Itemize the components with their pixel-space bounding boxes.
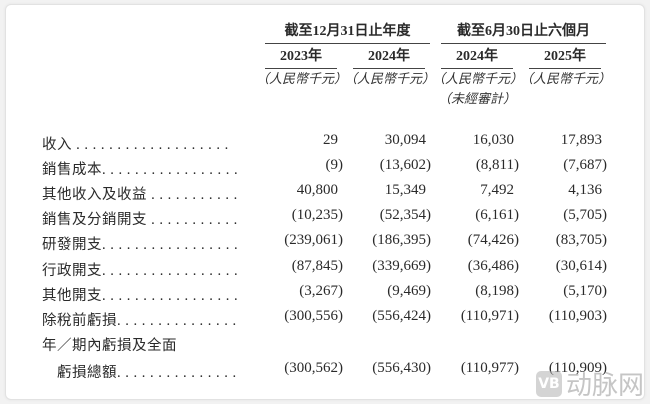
unit-label: （人民幣千元） bbox=[432, 71, 524, 86]
table-cell: (9,469) bbox=[387, 283, 431, 299]
table-cell: (110,909) bbox=[548, 360, 607, 376]
table-cell: (300,556) bbox=[284, 308, 343, 324]
table-cell: (74,426) bbox=[467, 232, 519, 248]
table-cell: 30,094 bbox=[384, 132, 426, 148]
table-cell: (300,562) bbox=[284, 360, 343, 376]
table-cell: (8,811) bbox=[475, 157, 519, 173]
table-cell: 17,893 bbox=[560, 132, 602, 148]
group-header-annual: 截至12月31日止年度 bbox=[265, 20, 430, 44]
table-cell: 29 bbox=[323, 132, 338, 148]
row-label: 收入 . . . . . . . . . . . . . . . . . . . bbox=[42, 137, 229, 153]
row-label: 年／期內虧損及全面 bbox=[42, 338, 177, 354]
row-label: 其他開支. . . . . . . . . . . . . . . . . bbox=[42, 288, 239, 304]
row-label: 銷售成本. . . . . . . . . . . . . . . . . bbox=[42, 162, 239, 178]
table-cell: (556,424) bbox=[372, 308, 431, 324]
unit-label: （人民幣千元） bbox=[344, 71, 436, 86]
table-cell: 7,492 bbox=[480, 182, 514, 198]
table-cell: (5,705) bbox=[563, 207, 607, 223]
row-label: 其他收入及收益 . . . . . . . . . . . bbox=[42, 187, 238, 203]
table-cell: 40,800 bbox=[296, 182, 338, 198]
watermark-logo-icon: VB bbox=[535, 370, 562, 397]
table-cell: 4,136 bbox=[568, 182, 602, 198]
year-header-2024-h1: 2024年 bbox=[441, 45, 513, 69]
table-cell: (110,971) bbox=[460, 308, 519, 324]
table-cell: (3,267) bbox=[299, 283, 343, 299]
table-cell: (339,669) bbox=[372, 258, 431, 274]
watermark-text: 动脉网 bbox=[565, 371, 644, 401]
table-cell: 15,349 bbox=[384, 182, 426, 198]
row-label: 虧損總額. . . . . . . . . . . . . . . bbox=[42, 365, 237, 381]
watermark: VB 动脉网 bbox=[535, 365, 644, 402]
table-cell: (52,354) bbox=[379, 207, 431, 223]
table-cell: 16,030 bbox=[472, 132, 514, 148]
table-cell: (239,061) bbox=[284, 232, 343, 248]
financial-table-card bbox=[5, 4, 645, 400]
unaudited-label: （未經審計） bbox=[437, 91, 516, 106]
unit-label: （人民幣千元） bbox=[520, 71, 612, 86]
table-cell: (7,687) bbox=[563, 157, 607, 173]
unit-label: （人民幣千元） bbox=[256, 71, 348, 86]
year-header-2023: 2023年 bbox=[265, 45, 337, 69]
row-label: 研發開支. . . . . . . . . . . . . . . . . bbox=[42, 237, 239, 253]
row-label: 銷售及分銷開支 . . . . . . . . . . . bbox=[42, 212, 238, 228]
table-cell: (5,170) bbox=[563, 283, 607, 299]
table-cell: (36,486) bbox=[467, 258, 519, 274]
table-cell: (556,430) bbox=[372, 360, 431, 376]
table-cell: (83,705) bbox=[555, 232, 607, 248]
table-cell: (110,903) bbox=[548, 308, 607, 324]
table-cell: (10,235) bbox=[291, 207, 343, 223]
table-cell: (186,395) bbox=[372, 232, 431, 248]
table-cell: (6,161) bbox=[475, 207, 519, 223]
row-label: 行政開支. . . . . . . . . . . . . . . . . bbox=[42, 263, 239, 279]
table-cell: (8,198) bbox=[475, 283, 519, 299]
row-label: 除稅前虧損. . . . . . . . . . . . . . . bbox=[42, 313, 237, 329]
table-cell: (110,977) bbox=[460, 360, 519, 376]
table-cell: (9) bbox=[325, 157, 344, 173]
table-cell: (13,602) bbox=[379, 157, 431, 173]
year-header-2025-h1: 2025年 bbox=[529, 45, 601, 69]
group-header-six-months: 截至6月30日止六個月 bbox=[441, 20, 606, 44]
year-header-2024: 2024年 bbox=[353, 45, 425, 69]
table-cell: (87,845) bbox=[291, 258, 343, 274]
table-cell: (30,614) bbox=[555, 258, 607, 274]
